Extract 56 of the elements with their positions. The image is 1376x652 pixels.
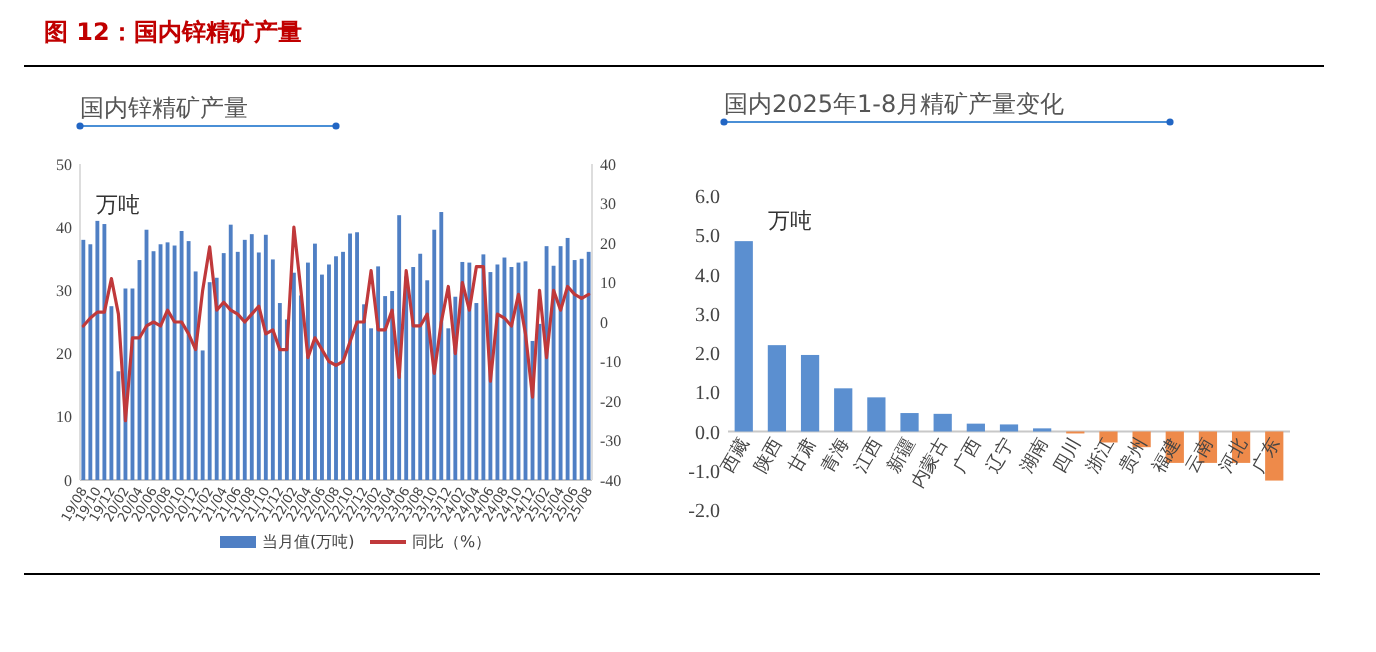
y-tick-label: -2.0: [688, 501, 720, 523]
bar: [999, 424, 1019, 432]
x-tick-label: 广西: [949, 434, 987, 477]
y2-tick-label: 20: [600, 234, 616, 253]
bar: [734, 241, 753, 432]
y-tick-label: -1.0: [688, 461, 720, 484]
x-tick-label: 陕西: [750, 434, 788, 477]
legend-label: 同比（%）: [412, 533, 492, 552]
x-tick-label: 青海: [816, 434, 854, 477]
x-tick-label: 福建: [1148, 434, 1186, 477]
x-tick-label: 云南: [1181, 434, 1219, 477]
y2-tick-label: -40: [600, 471, 622, 490]
x-tick-label: 浙江: [1082, 434, 1120, 477]
x-tick-label: 甘肃: [783, 434, 821, 477]
x-tick-label: 贵州: [1115, 434, 1153, 477]
bar: [867, 397, 886, 432]
y-tick-label: 20: [56, 345, 72, 364]
y-tick-label: 40: [56, 218, 72, 237]
x-tick-label: 广东: [1247, 434, 1285, 477]
y2-tick-label: 10: [600, 274, 616, 293]
y2-tick-label: -10: [600, 353, 622, 372]
caption: 图 12：国内锌精矿产量: [44, 18, 302, 46]
legend-label: 当月值(万吨): [262, 533, 355, 552]
x-tick-label: 河北: [1214, 434, 1252, 477]
bar: [966, 423, 985, 432]
annotation: 万吨: [768, 208, 812, 234]
y2-tick-label: 0: [600, 313, 608, 332]
x-tick-label: 四川: [1048, 434, 1086, 477]
y2-tick-label: 40: [600, 155, 616, 174]
bar: [767, 345, 787, 432]
chart-title: 国内锌精矿产量: [80, 94, 248, 122]
x-tick-label: 辽宁: [982, 434, 1020, 477]
y2-tick-label: -30: [600, 432, 622, 451]
bar: [933, 413, 952, 432]
y-tick-label: 50: [56, 155, 72, 174]
x-tick-label: 西藏: [717, 434, 755, 477]
y2-tick-label: -20: [600, 392, 622, 411]
y-tick-label: 0.0: [695, 422, 720, 445]
y-tick-label: 6.0: [695, 187, 720, 209]
y-tick-label: 2.0: [695, 344, 720, 366]
annotation: 万吨: [96, 192, 140, 218]
y-tick-label: 4.0: [695, 265, 720, 288]
y-tick-label: 0: [64, 471, 72, 490]
y-tick-label: 30: [56, 282, 72, 300]
bar: [900, 413, 919, 432]
x-tick-label: 湖南: [1015, 434, 1053, 477]
bar: [800, 354, 820, 432]
x-tick-label: 江西: [849, 434, 888, 477]
y2-tick-label: 30: [600, 195, 616, 214]
line-series: [81, 225, 591, 423]
bar: [834, 388, 853, 432]
y-tick-label: 10: [56, 408, 72, 427]
y-tick-label: 5.0: [695, 226, 720, 249]
y-tick-label: 1.0: [695, 383, 720, 406]
chart-title: 国内2025年1-8月精矿产量变化: [724, 90, 1065, 118]
y-tick-label: 3.0: [695, 304, 720, 327]
